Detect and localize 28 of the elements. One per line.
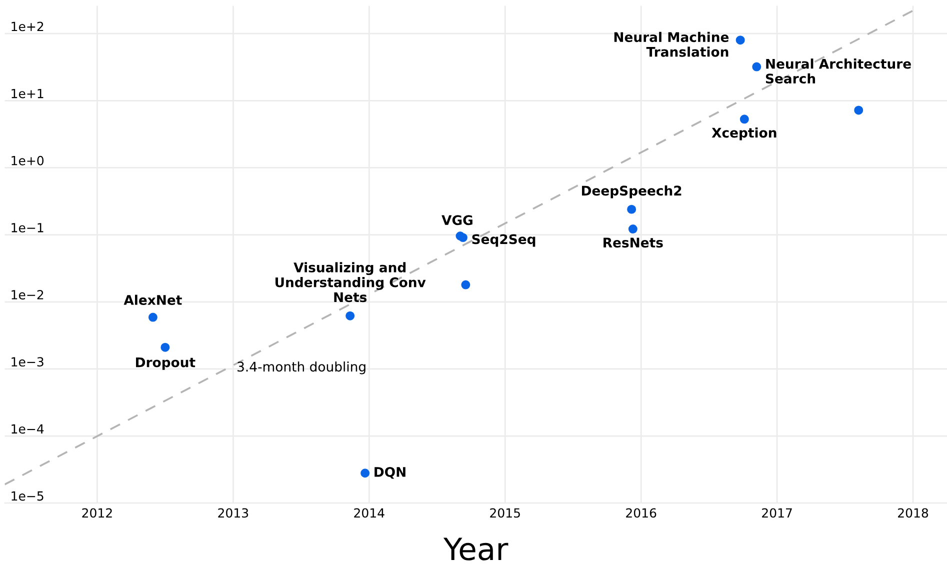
annotation: Xception bbox=[712, 127, 776, 140]
annotation: ResNets bbox=[604, 238, 663, 248]
y-tick-label: 1e+2 bbox=[12, 22, 44, 32]
x-tick-label: 2015 bbox=[490, 508, 520, 518]
annotation: 3.4-month doubling bbox=[238, 361, 366, 374]
y-tick-label: 1e+1 bbox=[12, 88, 44, 98]
annotation: AlexNet bbox=[124, 294, 182, 305]
y-tick-label: 1e−2 bbox=[12, 290, 44, 300]
annotation: Neural Architecture Search bbox=[766, 58, 911, 84]
annotation: Seq2Seq bbox=[472, 234, 536, 247]
y-tick-label: 1e−5 bbox=[12, 491, 44, 501]
y-tick-label: 1e+0 bbox=[12, 156, 44, 166]
x-tick-label: 2013 bbox=[218, 508, 248, 518]
x-tick-label: 2016 bbox=[626, 508, 656, 518]
x-tick-label: 2017 bbox=[762, 508, 792, 518]
annotation: Neural Machine Translation bbox=[614, 32, 729, 57]
y-tick-label: 1e−1 bbox=[12, 223, 44, 232]
x-tick-label: 2012 bbox=[82, 508, 112, 518]
y-tick-label: 1e−4 bbox=[12, 424, 44, 434]
annotation: Dropout bbox=[136, 357, 196, 370]
x-axis-title: Year bbox=[443, 538, 508, 560]
x-tick-label: 2014 bbox=[354, 508, 384, 518]
annotation: DeepSpeech2 bbox=[582, 185, 682, 198]
annotation: Visualizing and Understanding Conv Nets bbox=[276, 262, 426, 302]
annotation: DQN bbox=[374, 466, 406, 479]
annotation: VGG bbox=[442, 215, 472, 226]
y-tick-label: 1e−3 bbox=[12, 357, 44, 367]
x-tick-label: 2018 bbox=[898, 508, 928, 518]
